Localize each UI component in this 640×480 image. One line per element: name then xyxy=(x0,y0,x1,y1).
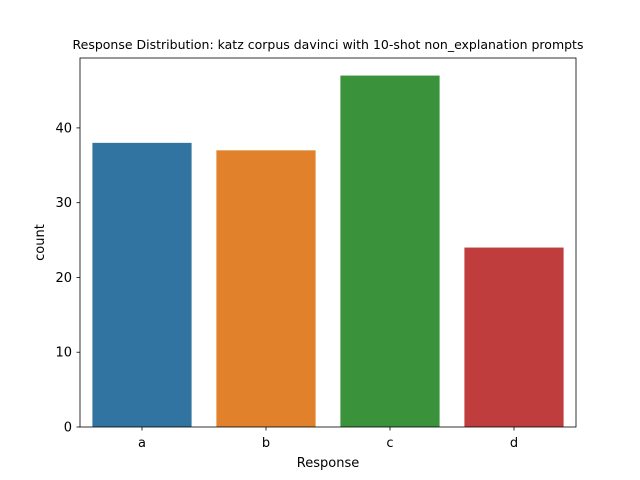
bars-group xyxy=(92,75,564,427)
y-tick-label-20: 20 xyxy=(55,271,72,286)
bar-d xyxy=(464,247,564,427)
y-tick-label-30: 30 xyxy=(55,196,72,211)
bar-a xyxy=(92,142,192,427)
y-tick-label-40: 40 xyxy=(55,121,72,136)
x-tick-label-d: d xyxy=(510,436,518,451)
x-tick-label-c: c xyxy=(386,436,393,451)
chart-title: Response Distribution: katz corpus davin… xyxy=(73,37,584,52)
y-axis-ticks: 0 10 20 30 40 xyxy=(55,121,80,436)
y-axis-label: count xyxy=(33,224,48,261)
x-axis-ticks: a b c d xyxy=(138,427,518,451)
x-axis-label: Response xyxy=(297,456,359,471)
y-tick-label-10: 10 xyxy=(55,346,72,361)
bar-c xyxy=(340,75,440,427)
x-tick-label-a: a xyxy=(138,436,146,451)
bar-b xyxy=(216,150,316,427)
y-tick-label-0: 0 xyxy=(64,421,72,436)
plot-frame xyxy=(79,57,577,428)
x-tick-label-b: b xyxy=(262,436,270,451)
